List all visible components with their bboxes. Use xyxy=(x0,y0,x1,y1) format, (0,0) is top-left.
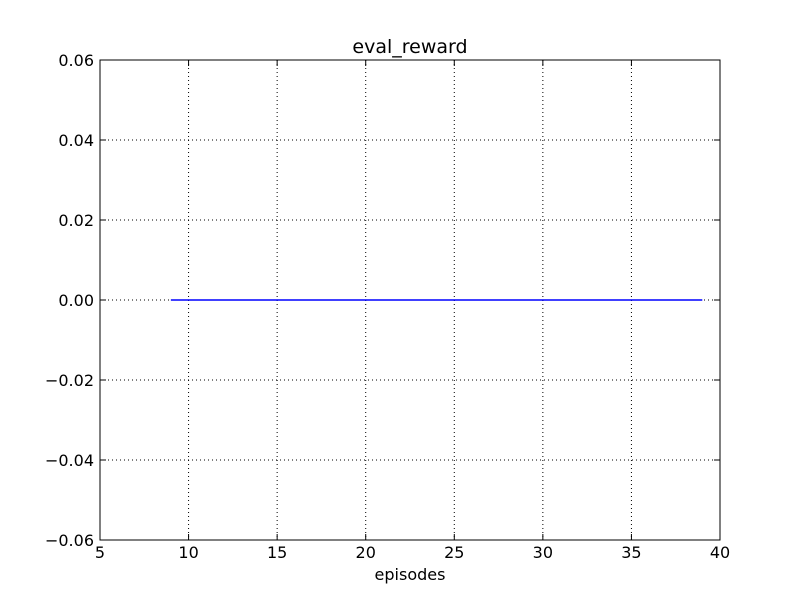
x-tick-label: 40 xyxy=(710,543,730,562)
y-tick-label: 0.02 xyxy=(58,211,94,230)
y-tick-label: −0.06 xyxy=(45,531,94,550)
x-axis-label: episodes xyxy=(375,565,446,584)
tick-layer xyxy=(99,59,721,541)
y-tick-label: 0.06 xyxy=(58,51,94,70)
x-tick-label: 10 xyxy=(178,543,198,562)
y-tick-labels: −0.06 −0.04 −0.02 0.00 0.02 0.04 0.06 xyxy=(45,51,94,550)
y-tick-label: −0.02 xyxy=(45,371,94,390)
chart-title: eval_reward xyxy=(352,36,467,58)
y-tick-label: 0.00 xyxy=(58,291,94,310)
x-tick-label: 5 xyxy=(95,543,105,562)
x-tick-label: 35 xyxy=(621,543,641,562)
y-tick-label: −0.04 xyxy=(45,451,94,470)
x-tick-label: 15 xyxy=(267,543,287,562)
y-tick-label: 0.04 xyxy=(58,131,94,150)
x-tick-label: 30 xyxy=(533,543,553,562)
x-tick-labels: 5 10 15 20 25 30 35 40 xyxy=(95,543,730,562)
x-tick-label: 20 xyxy=(356,543,376,562)
x-tick-label: 25 xyxy=(444,543,464,562)
